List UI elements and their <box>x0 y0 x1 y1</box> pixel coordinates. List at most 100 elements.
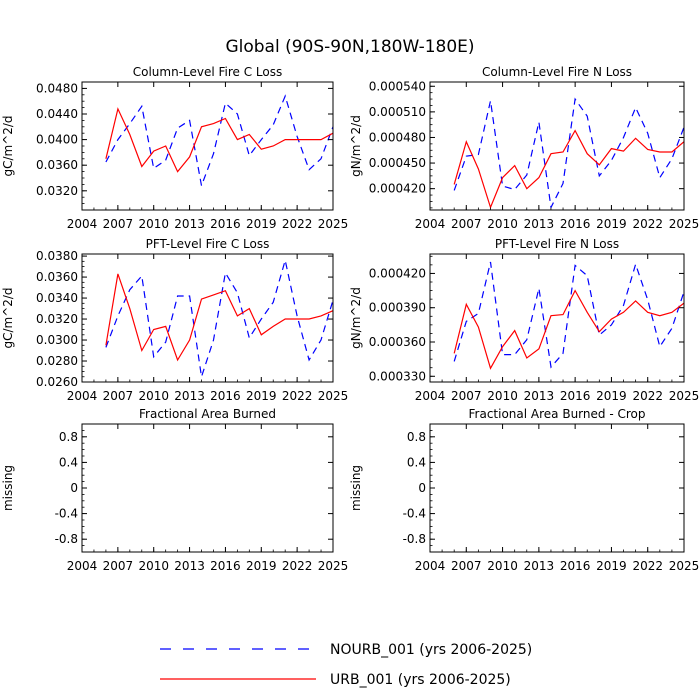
x-tick-label: 2022 <box>632 389 663 403</box>
x-tick-label: 2025 <box>669 389 700 403</box>
x-tick-label: 2022 <box>282 217 313 231</box>
x-tick-label: 2019 <box>246 559 277 573</box>
x-tick-label: 2016 <box>210 559 241 573</box>
y-tick-label: 0.000420 <box>369 266 426 280</box>
x-tick-label: 2022 <box>632 559 663 573</box>
y-axis-label: gC/m^2/d <box>1 287 15 348</box>
series-line-urb-001 <box>453 289 684 370</box>
y-axis-label: gN/m^2/d <box>349 115 363 177</box>
plot-frame <box>81 253 334 383</box>
x-tick-label: 2025 <box>669 559 700 573</box>
panels: Column-Level Fire C Loss gC/m^2/d 2004 2007… <box>1 65 699 573</box>
x-tick-label: 2004 <box>415 389 446 403</box>
y-tick-label: 0.4 <box>59 455 78 469</box>
series-line-urb-001 <box>105 273 333 362</box>
x-tick-label: 2004 <box>67 559 98 573</box>
x-tick-label: 2007 <box>103 389 134 403</box>
y-tick-label: 0.0480 <box>36 81 78 95</box>
plot-frame <box>429 81 685 211</box>
y-tick-label: 0.0400 <box>36 133 78 147</box>
series-group <box>453 261 684 370</box>
y-axis-label: gC/m^2/d <box>1 115 15 176</box>
panel-frac-area-crop: Fractional Area Burned - Crop missing 2004… <box>349 407 699 573</box>
plot-frame <box>81 423 334 553</box>
series-line-nourb-001 <box>453 261 684 369</box>
x-tick-label: 2025 <box>669 217 700 231</box>
series-line-nourb-001 <box>453 97 684 210</box>
x-tick-label: 2007 <box>451 389 482 403</box>
panel-frac-area: Fractional Area Burned missing 2004 2007 201… <box>1 407 348 573</box>
legend-label: NOURB_001 (yrs 2006-2025) <box>330 642 532 658</box>
y-tick-label: 0.000540 <box>369 79 426 93</box>
y-tick-label: 0.0320 <box>36 312 78 326</box>
series-group <box>105 260 333 377</box>
y-tick-label: -0.4 <box>403 507 426 521</box>
x-tick-label: 2022 <box>282 389 313 403</box>
y-tick-label: 0.000390 <box>369 301 426 315</box>
x-tick-label: 2019 <box>246 389 277 403</box>
y-tick-label: 0.0320 <box>36 184 78 198</box>
x-tick-label: 2013 <box>524 217 555 231</box>
x-tick-label: 2007 <box>451 217 482 231</box>
x-tick-label: 2004 <box>67 389 98 403</box>
y-tick-label: 0.000450 <box>369 156 426 170</box>
y-tick-label: 0.4 <box>407 455 426 469</box>
x-tick-label: 2025 <box>318 389 349 403</box>
x-tick-label: 2010 <box>487 559 518 573</box>
x-tick-label: 2007 <box>103 559 134 573</box>
y-tick-label: 0.000330 <box>369 369 426 383</box>
x-tick-label: 2004 <box>415 559 446 573</box>
x-tick-label: 2016 <box>560 217 591 231</box>
x-tick-label: 2013 <box>524 389 555 403</box>
y-tick-label: 0.0380 <box>36 249 78 263</box>
panel-title: Fractional Area Burned <box>139 407 276 421</box>
y-axis-label: gN/m^2/d <box>349 287 363 349</box>
x-tick-label: 2016 <box>560 389 591 403</box>
x-tick-label: 2007 <box>451 559 482 573</box>
plot-frame <box>429 423 685 553</box>
plot-frame <box>81 81 334 211</box>
y-axis-label: missing <box>349 465 363 511</box>
x-tick-label: 2010 <box>138 559 169 573</box>
x-tick-label: 2010 <box>138 217 169 231</box>
x-tick-label: 2016 <box>560 559 591 573</box>
x-tick-label: 2010 <box>487 389 518 403</box>
panel-col-fire-n: Column-Level Fire N Loss gN/m^2/d 2004 2007… <box>349 65 699 231</box>
panel-pft-fire-c: PFT-Level Fire C Loss gC/m^2/d 2004 2007 201… <box>1 237 348 403</box>
x-tick-label: 2013 <box>174 389 205 403</box>
x-tick-label: 2010 <box>487 217 518 231</box>
x-tick-label: 2025 <box>318 559 349 573</box>
x-tick-label: 2010 <box>138 389 169 403</box>
y-tick-label: 0.0360 <box>36 158 78 172</box>
series-line-urb-001 <box>105 107 333 173</box>
panel-pft-fire-n: PFT-Level Fire N Loss gN/m^2/d 2004 2007 201… <box>349 237 699 403</box>
y-tick-label: 0.0360 <box>36 270 78 284</box>
x-tick-label: 2013 <box>174 217 205 231</box>
legend: NOURB_001 (yrs 2006-2025) URB_001 (yrs 20… <box>160 642 532 688</box>
x-tick-label: 2004 <box>67 217 98 231</box>
y-tick-label: 0.000360 <box>369 335 426 349</box>
y-tick-label: -0.4 <box>55 507 78 521</box>
panel-col-fire-c: Column-Level Fire C Loss gC/m^2/d 2004 2007… <box>1 65 348 231</box>
plot-frame <box>429 253 685 383</box>
panel-title: PFT-Level Fire C Loss <box>146 237 270 251</box>
panel-title: Fractional Area Burned - Crop <box>469 407 646 421</box>
x-tick-label: 2019 <box>596 217 627 231</box>
x-tick-label: 2022 <box>282 559 313 573</box>
y-tick-label: 0.000510 <box>369 105 426 119</box>
x-tick-label: 2013 <box>524 559 555 573</box>
x-tick-label: 2007 <box>103 217 134 231</box>
y-tick-label: 0 <box>70 481 78 495</box>
y-tick-label: -0.8 <box>403 532 426 546</box>
series-group <box>105 94 333 188</box>
series-group <box>453 97 684 210</box>
y-axis-label: missing <box>1 465 15 511</box>
series-line-urb-001 <box>453 129 684 210</box>
x-tick-label: 2019 <box>246 217 277 231</box>
x-tick-label: 2016 <box>210 389 241 403</box>
x-tick-label: 2019 <box>596 559 627 573</box>
figure-title: Global (90S-90N,180W-180E) <box>225 37 474 57</box>
y-tick-label: 0.0340 <box>36 291 78 305</box>
y-tick-label: 0.0300 <box>36 333 78 347</box>
